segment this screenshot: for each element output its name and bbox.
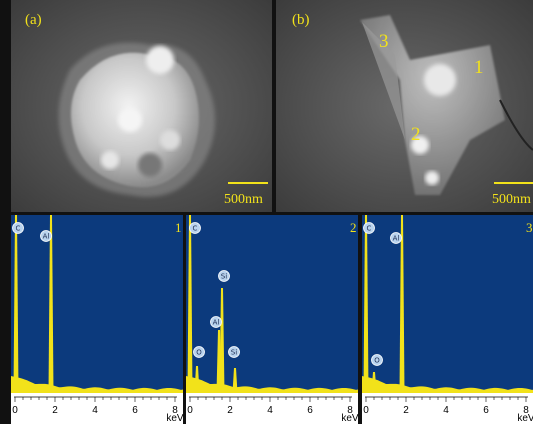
element-label: Si [221, 273, 227, 281]
x-axis-unit: keV [341, 413, 359, 424]
x-tick-label: 6 [307, 405, 313, 416]
element-label: C [193, 225, 198, 233]
element-label: O [374, 357, 380, 365]
x-tick-label: 2 [227, 405, 233, 416]
x-tick-label: 2 [52, 405, 58, 416]
x-tick-label: 0 [363, 405, 369, 416]
spectrum-plot [362, 215, 533, 393]
x-tick-label: 6 [132, 405, 138, 416]
spectrum-number: 3 [526, 220, 533, 235]
x-tick-label: 0 [187, 405, 193, 416]
spectrum-plot [11, 215, 183, 393]
sem-image-b [276, 0, 533, 212]
element-label: Al [43, 233, 50, 241]
x-tick-label: 0 [12, 405, 18, 416]
x-tick-label: 4 [92, 405, 98, 416]
spectrum-number: 2 [350, 220, 357, 235]
figure: (a)500nm(b)500nm312CAl102468keVCOAlSiSi2… [0, 0, 533, 424]
element-label: O [196, 349, 202, 357]
x-axis-unit: keV [517, 413, 533, 424]
element-label: Al [213, 319, 220, 327]
element-label: C [367, 225, 372, 233]
panel-label: (b) [292, 12, 310, 28]
region-label: 2 [411, 124, 421, 145]
element-label: Si [231, 349, 237, 357]
spectrum-plot [186, 215, 358, 393]
x-tick-label: 4 [267, 405, 273, 416]
x-tick-label: 2 [403, 405, 409, 416]
x-axis-unit: keV [166, 413, 184, 424]
element-label: Al [393, 235, 400, 243]
sem-image-a [11, 0, 272, 212]
scale-bar-label: 500nm [492, 192, 531, 207]
region-label: 1 [474, 57, 484, 78]
region-label: 3 [379, 31, 389, 52]
x-tick-label: 4 [443, 405, 449, 416]
x-tick-label: 6 [483, 405, 489, 416]
scale-bar-label: 500nm [224, 192, 263, 207]
element-label: C [16, 225, 21, 233]
panel-label: (a) [25, 12, 42, 28]
spectrum-number: 1 [175, 220, 182, 235]
